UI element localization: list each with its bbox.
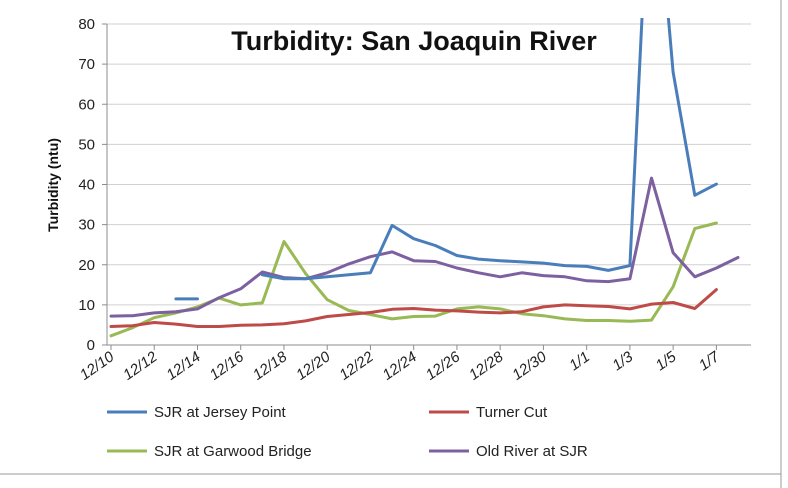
y-tick-label: 20 [78, 257, 95, 274]
y-tick-labels: 0 10 20 30 40 50 60 70 80 [78, 16, 95, 354]
legend-label: Old River at SJR [476, 443, 588, 460]
y-tick-label: 70 [78, 56, 95, 73]
legend-label: SJR at Garwood Bridge [154, 443, 312, 460]
series-line-turner-cut [109, 288, 718, 328]
chart-title: Turbidity: San Joaquin River [231, 26, 597, 56]
y-tick-label: 80 [78, 16, 95, 33]
y-tick-label: 50 [78, 136, 95, 153]
series-line-old-river-at-sjr [109, 176, 740, 318]
legend-label: SJR at Jersey Point [154, 404, 287, 421]
y-axis-label: Turbidity (ntu) [45, 138, 61, 232]
y-tick-label: 10 [78, 297, 95, 314]
y-tick-label: 40 [78, 177, 95, 194]
series-lines [109, 18, 740, 338]
series-line-sjr-at-jersey-point [174, 18, 718, 301]
gridlines [107, 23, 751, 306]
legend: SJR at Jersey Point Turner Cut SJR at Garw… [107, 404, 588, 460]
y-tick-label: 0 [87, 337, 95, 354]
y-tick-label: 60 [78, 96, 95, 113]
axes [102, 23, 751, 350]
legend-label: Turner Cut [476, 404, 548, 421]
y-tick-label: 30 [78, 217, 95, 234]
